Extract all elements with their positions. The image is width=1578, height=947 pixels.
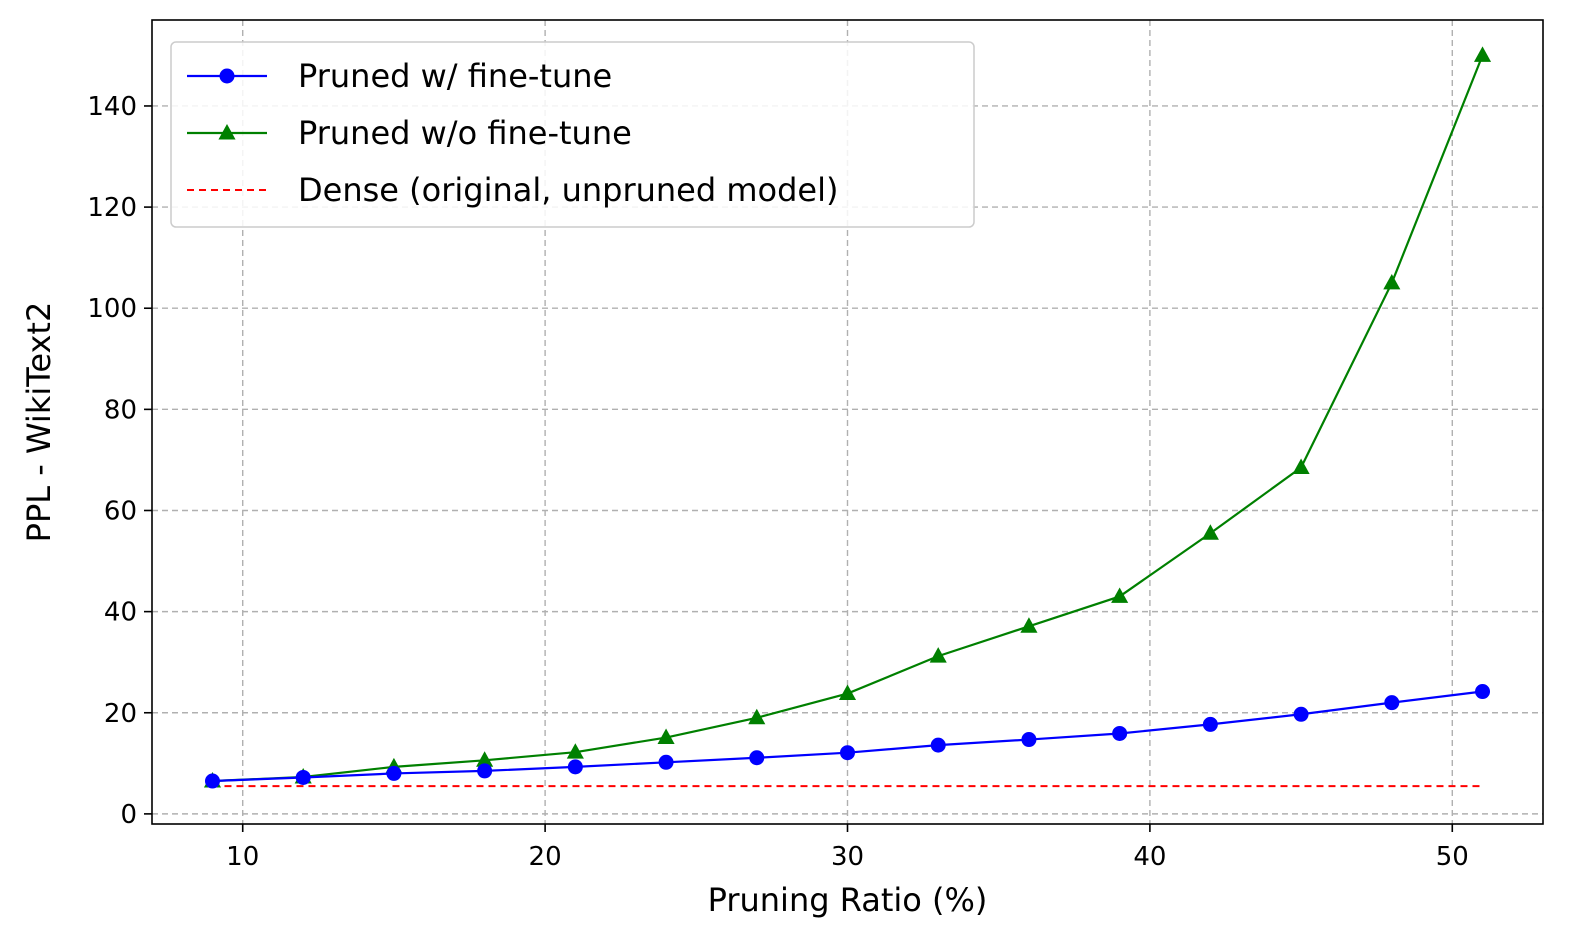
data-point (1473, 46, 1492, 62)
y-tick-label: 20 (104, 699, 137, 729)
y-tick-label: 100 (87, 294, 137, 324)
legend-label-pruned-no-finetune: Pruned w/o fine-tune (298, 114, 632, 152)
y-tick-label: 80 (104, 395, 137, 425)
legend-label-dense: Dense (original, unpruned model) (298, 171, 838, 209)
data-point (1383, 273, 1401, 290)
data-point (1111, 587, 1129, 603)
x-axis-title: Pruning Ratio (%) (708, 881, 988, 919)
axes: 10 20 30 40 50 0 20 40 60 80 100 120 140 (87, 92, 1468, 872)
data-point (295, 769, 311, 785)
y-tick-label: 120 (87, 193, 137, 223)
y-tick-label: 140 (87, 92, 137, 122)
data-point (1201, 524, 1219, 540)
series-pruned-w-fine-tune (204, 684, 1491, 789)
y-tick-label: 40 (104, 598, 137, 628)
data-point (1202, 716, 1218, 732)
y-tick-label: 0 (120, 800, 137, 830)
data-point (929, 647, 947, 663)
data-point (658, 754, 674, 770)
data-point (1475, 684, 1491, 700)
data-point (930, 737, 946, 753)
data-point (386, 765, 402, 781)
legend-label-pruned-finetune: Pruned w/ fine-tune (298, 57, 612, 95)
y-axis-title: PPL - WikiText2 (20, 302, 58, 543)
x-tick-label: 30 (831, 842, 864, 872)
data-point (1112, 725, 1128, 741)
data-point (1384, 695, 1400, 711)
x-tick-label: 20 (529, 842, 562, 872)
data-point (1020, 617, 1038, 633)
data-point (657, 728, 675, 745)
legend-marker-circle (219, 68, 235, 84)
data-point (1293, 706, 1309, 722)
data-point (748, 708, 766, 725)
data-point (476, 751, 494, 767)
data-point (477, 763, 493, 779)
legend: Pruned w/ fine-tune Pruned w/o fine-tune… (170, 41, 975, 228)
x-tick-label: 10 (226, 842, 259, 872)
legend-marker-triangle (218, 124, 236, 140)
x-tick-label: 50 (1436, 842, 1469, 872)
legend-box (170, 41, 975, 228)
data-point (566, 743, 584, 759)
series-layer (203, 46, 1492, 789)
data-point (567, 759, 583, 775)
data-point (840, 745, 855, 761)
data-point (838, 684, 857, 701)
data-point (204, 773, 220, 789)
data-point (749, 750, 765, 766)
data-point (1292, 458, 1310, 474)
x-tick-label: 40 (1133, 842, 1166, 872)
data-point (1021, 732, 1037, 748)
y-tick-label: 60 (104, 496, 137, 526)
